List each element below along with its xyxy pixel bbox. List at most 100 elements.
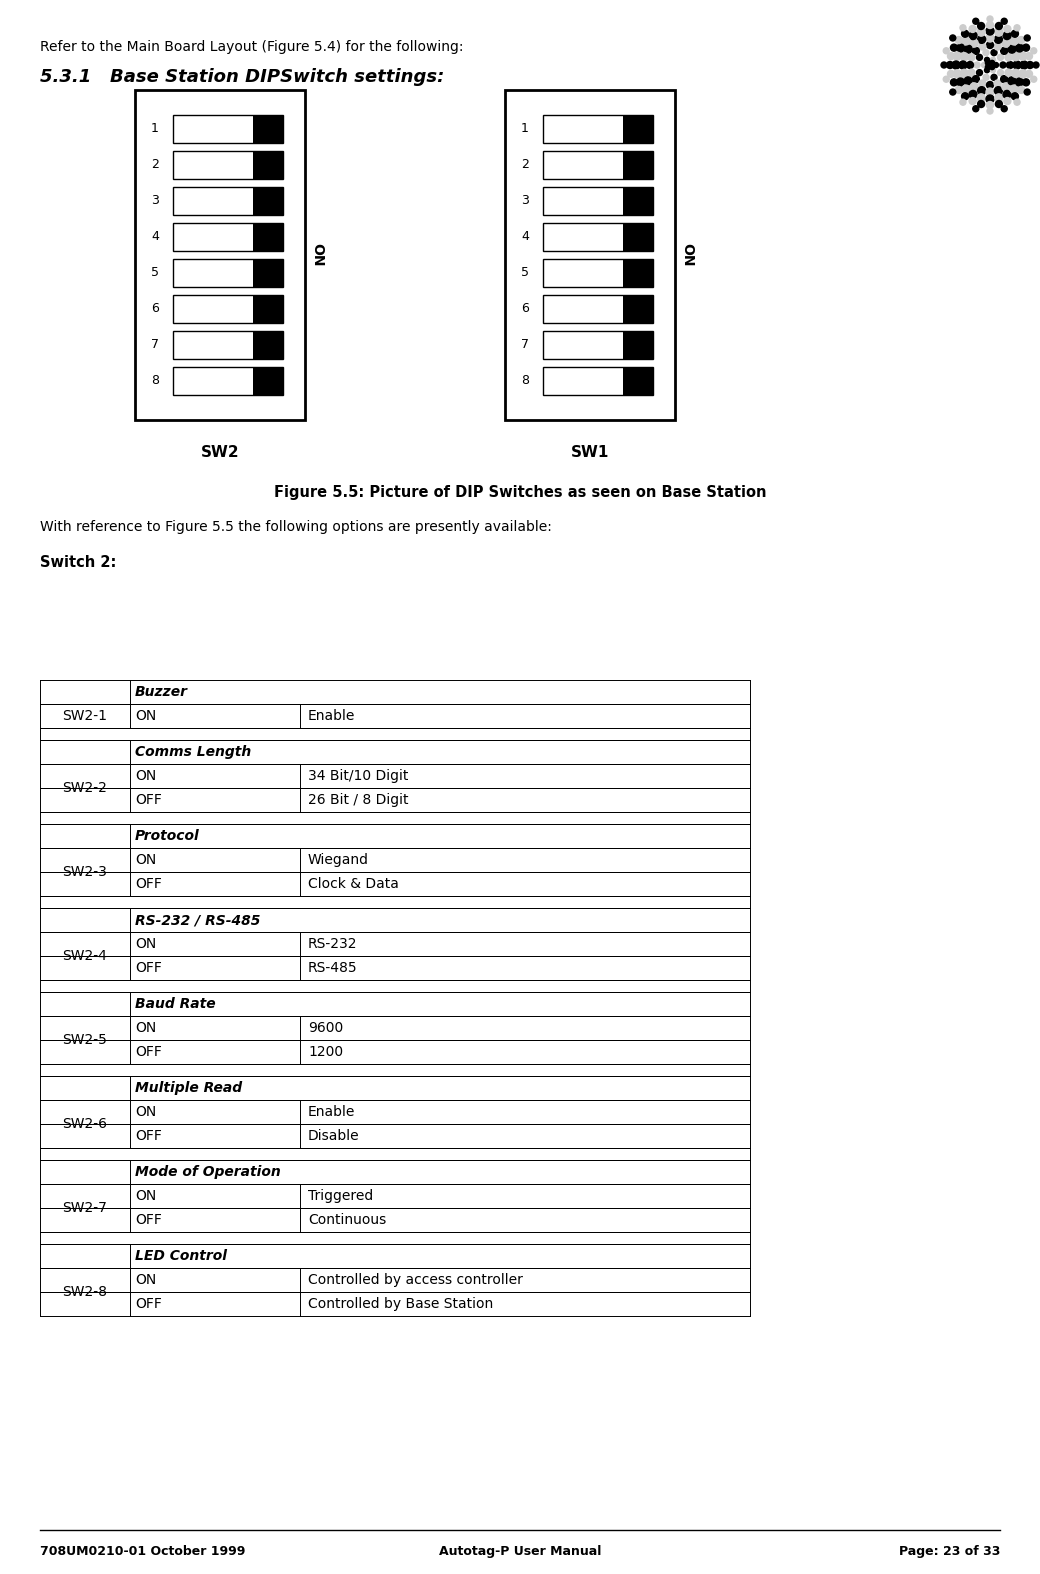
Circle shape [994,87,1003,94]
Text: 6: 6 [151,302,159,315]
Circle shape [962,30,968,38]
Bar [40,1243,750,1269]
Circle shape [1024,35,1031,41]
Bar [623,294,653,323]
Circle shape [970,83,979,91]
Bar [543,224,653,250]
Text: SW2-5: SW2-5 [62,1033,107,1047]
Circle shape [1019,69,1026,77]
Circle shape [1004,98,1011,104]
Circle shape [969,90,977,99]
Bar [40,1232,750,1243]
Circle shape [1008,46,1016,54]
Bar [40,932,750,955]
Circle shape [978,87,986,94]
Text: SW2-1: SW2-1 [62,708,107,722]
Circle shape [1015,79,1023,87]
Circle shape [978,35,986,44]
Circle shape [1004,25,1011,33]
Circle shape [978,94,985,102]
Circle shape [993,63,998,68]
Circle shape [994,42,1002,50]
Circle shape [1031,76,1037,82]
Text: SW2-7: SW2-7 [62,1201,107,1215]
Circle shape [978,22,985,30]
Circle shape [1018,87,1024,93]
Circle shape [947,71,955,77]
Bar [543,294,653,323]
Circle shape [955,87,962,93]
Text: Controlled by Base Station: Controlled by Base Station [308,1297,493,1311]
Circle shape [1022,44,1030,50]
Text: ON: ON [135,1273,156,1288]
Bar [40,872,750,896]
Text: 3: 3 [521,195,529,208]
Bar [40,1040,750,1064]
Text: 1: 1 [521,123,529,135]
Bar [253,260,283,286]
Text: Multiple Read: Multiple Read [135,1081,242,1096]
Circle shape [991,50,997,55]
Circle shape [995,101,1003,107]
Bar [253,367,283,395]
Bar [40,1160,750,1184]
Bar [40,763,750,789]
Text: Controlled by access controller: Controlled by access controller [308,1273,523,1288]
Circle shape [955,36,962,44]
Bar [40,1015,750,1040]
Circle shape [1031,47,1037,54]
Circle shape [1005,69,1012,76]
Circle shape [997,69,1004,76]
Bar [40,992,750,1015]
Text: 4: 4 [521,230,529,244]
Text: Enable: Enable [308,708,356,722]
Bar [40,955,750,981]
Bar [253,115,283,143]
Circle shape [953,69,961,77]
Circle shape [995,28,1003,36]
Circle shape [960,25,966,31]
Text: ON: ON [135,1105,156,1119]
Circle shape [987,101,993,109]
Circle shape [1003,90,1011,99]
Bar [40,1147,750,1160]
Bar [173,294,283,323]
Circle shape [1000,47,1008,55]
Circle shape [987,16,993,22]
Bar [40,1064,750,1077]
Circle shape [1020,61,1028,69]
Text: With reference to Figure 5.5 the following options are presently available:: With reference to Figure 5.5 the followi… [40,519,552,534]
Circle shape [986,94,994,102]
Text: 9600: 9600 [308,1022,343,1036]
Bar [173,115,283,143]
Circle shape [1002,83,1010,91]
Circle shape [1002,105,1007,112]
Bar [40,848,750,872]
Circle shape [987,82,993,88]
Text: OFF: OFF [135,1297,162,1311]
Bar [135,90,305,420]
Text: SW2-2: SW2-2 [62,781,107,795]
Text: Buzzer: Buzzer [135,685,188,699]
Bar [253,151,283,179]
Circle shape [1014,25,1020,31]
Text: 34 Bit/10 Digit: 34 Bit/10 Digit [308,770,409,782]
Bar [40,896,750,908]
Circle shape [987,41,993,49]
Circle shape [947,52,955,60]
Text: Switch 2:: Switch 2: [40,556,116,570]
Bar [543,367,653,395]
Text: OFF: OFF [135,877,162,891]
Bar [40,704,750,729]
Text: SW2-8: SW2-8 [62,1284,107,1299]
Text: 26 Bit / 8 Digit: 26 Bit / 8 Digit [308,793,409,807]
Circle shape [960,52,968,61]
Circle shape [1022,79,1030,87]
Circle shape [985,68,989,72]
Bar [623,260,653,286]
Circle shape [968,54,976,61]
Circle shape [1013,61,1021,69]
Text: Mode of Operation: Mode of Operation [135,1165,281,1179]
Bar [173,187,283,216]
Circle shape [990,65,994,69]
